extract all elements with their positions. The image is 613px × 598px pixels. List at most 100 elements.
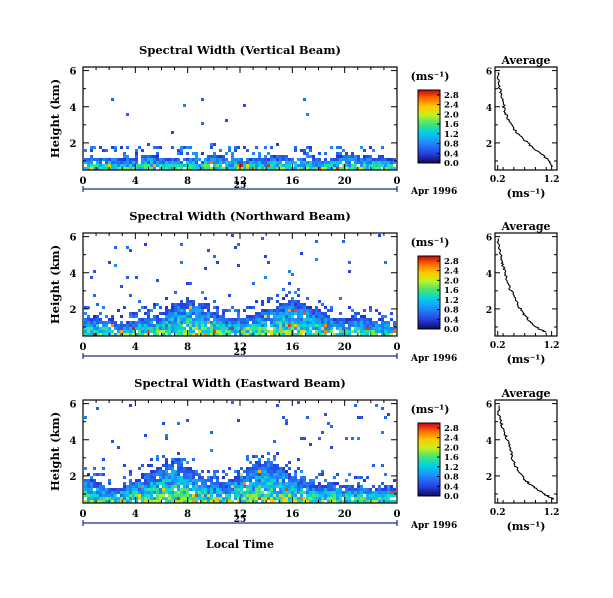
heatmap-cell (84, 482, 87, 485)
heatmap-cell (204, 327, 207, 330)
heatmap-cell (189, 312, 192, 315)
heatmap-cell (270, 491, 273, 494)
heatmap-cell (114, 161, 117, 164)
heatmap-cell (303, 437, 306, 440)
heatmap-cell (126, 485, 129, 488)
heatmap-cell (84, 416, 87, 419)
heatmap-cell (90, 164, 93, 167)
colorbar-segment (418, 131, 440, 135)
heatmap-cell (282, 479, 285, 482)
heatmap-cell (222, 482, 225, 485)
heatmap-cell (318, 473, 321, 476)
heatmap-cell (219, 158, 222, 161)
heatmap-cell (192, 330, 195, 333)
heatmap-cell (171, 167, 174, 170)
heatmap-cell (300, 500, 303, 503)
heatmap-cell (270, 146, 273, 149)
heatmap-cell (306, 327, 309, 330)
heatmap-cell (297, 300, 300, 303)
heatmap-cell (312, 158, 315, 161)
heatmap-cell (267, 488, 270, 491)
heatmap-cell (192, 306, 195, 309)
heatmap-cell (198, 333, 201, 336)
heatmap-cell (384, 500, 387, 503)
heatmap-cell (216, 164, 219, 167)
heatmap-cell (132, 324, 135, 327)
heatmap-cell (177, 315, 180, 318)
heatmap-cell (288, 164, 291, 167)
heatmap-cell (243, 309, 246, 312)
heatmap-cell (159, 482, 162, 485)
heatmap-cell (84, 318, 87, 321)
heatmap-cell (270, 330, 273, 333)
heatmap-cell (354, 488, 357, 491)
heatmap-cell (342, 158, 345, 161)
heatmap-cell (210, 488, 213, 491)
heatmap-cell (231, 306, 234, 309)
heatmap-cell (285, 500, 288, 503)
heatmap-cell (261, 482, 264, 485)
heatmap-cell (318, 327, 321, 330)
heatmap-cell (387, 167, 390, 170)
heatmap-cell (195, 155, 198, 158)
colorbar-segment (418, 479, 440, 482)
heatmap-cell (186, 324, 189, 327)
heatmap-cell (108, 261, 111, 264)
heatmap-cell (201, 500, 204, 503)
colorbar-segment (418, 102, 440, 106)
heatmap-cell (285, 494, 288, 497)
heatmap-cell (144, 330, 147, 333)
heatmap-cell (339, 494, 342, 497)
heatmap-cell (243, 146, 246, 149)
heatmap-cell (123, 167, 126, 170)
heatmap-cell (204, 312, 207, 315)
heatmap-cell (297, 288, 300, 291)
heatmap-cell (276, 494, 279, 497)
heatmap-cell (201, 303, 204, 306)
heatmap-cell (273, 330, 276, 333)
heatmap-cell (192, 318, 195, 321)
y-tick-label: 6 (70, 400, 77, 411)
heatmap-cell (129, 497, 132, 500)
average-title: Average (500, 220, 550, 233)
heatmap-cell (315, 333, 318, 336)
heatmap-cell (84, 479, 87, 482)
heatmap-cell (192, 476, 195, 479)
heatmap-cell (300, 330, 303, 333)
heatmap-cell (285, 312, 288, 315)
heatmap-cell (168, 315, 171, 318)
heatmap-cell (276, 476, 279, 479)
heatmap-cell (252, 330, 255, 333)
heatmap-cell (90, 321, 93, 324)
heatmap-cell (111, 494, 114, 497)
heatmap-cell (180, 300, 183, 303)
heatmap-cell (222, 488, 225, 491)
heatmap-cell (90, 158, 93, 161)
heatmap-cell (261, 491, 264, 494)
heatmap-cell (273, 161, 276, 164)
heatmap-cell (213, 143, 216, 146)
heatmap-cell (138, 146, 141, 149)
heatmap-cell (324, 167, 327, 170)
heatmap-cell (216, 158, 219, 161)
heatmap-cell (216, 491, 219, 494)
heatmap-cell (378, 318, 381, 321)
heatmap-cell (159, 321, 162, 324)
heatmap-cell (231, 500, 234, 503)
heatmap-cell (177, 327, 180, 330)
heatmap-cell (234, 318, 237, 321)
heatmap-cell (90, 276, 93, 279)
heatmap-cell (222, 318, 225, 321)
heatmap-cell (174, 306, 177, 309)
heatmap-cell (219, 315, 222, 318)
heatmap-cell (282, 485, 285, 488)
x-tick-label: 20 (338, 509, 352, 520)
heatmap-cell (111, 491, 114, 494)
heatmap-cell (378, 500, 381, 503)
heatmap-cell (390, 500, 393, 503)
heatmap-cell (174, 161, 177, 164)
colorbar-tick-label: 0.4 (444, 149, 459, 159)
heatmap-cell (156, 485, 159, 488)
heatmap-cell (159, 167, 162, 170)
heatmap-cell (153, 482, 156, 485)
